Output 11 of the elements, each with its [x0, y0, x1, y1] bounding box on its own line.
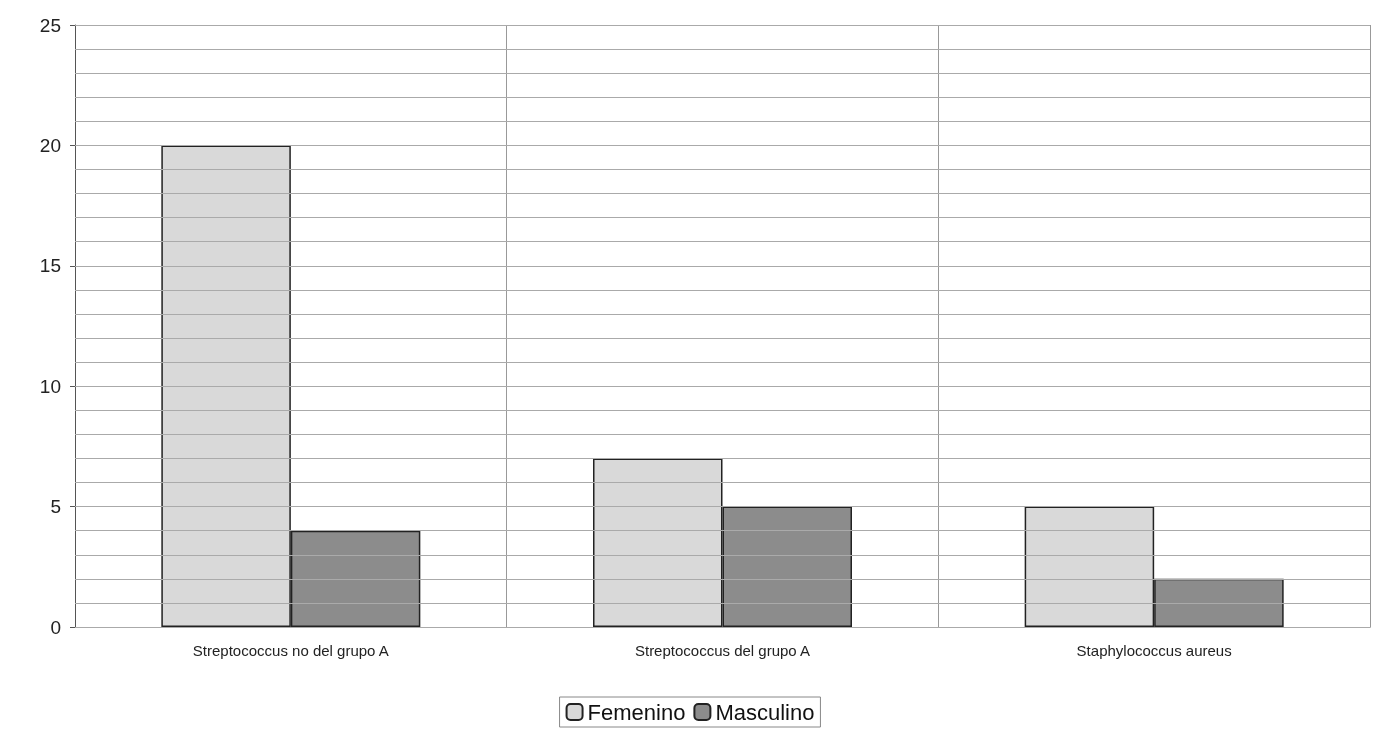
y-tick-label: 25 — [39, 14, 61, 36]
x-tick-label: Streptococcus no del grupo A — [192, 642, 389, 659]
y-tick-label: 15 — [39, 255, 61, 277]
legend-label: Femenino — [587, 699, 686, 725]
legend-label: Masculino — [715, 699, 815, 725]
x-tick-label: Staphylococcus aureus — [1076, 642, 1232, 659]
y-tick-label: 20 — [39, 134, 61, 156]
y-tick-label: 10 — [39, 375, 61, 397]
y-tick-label: 5 — [50, 496, 61, 518]
x-tick-label: Streptococcus del grupo A — [634, 642, 811, 659]
y-tick-label: 0 — [50, 616, 61, 638]
